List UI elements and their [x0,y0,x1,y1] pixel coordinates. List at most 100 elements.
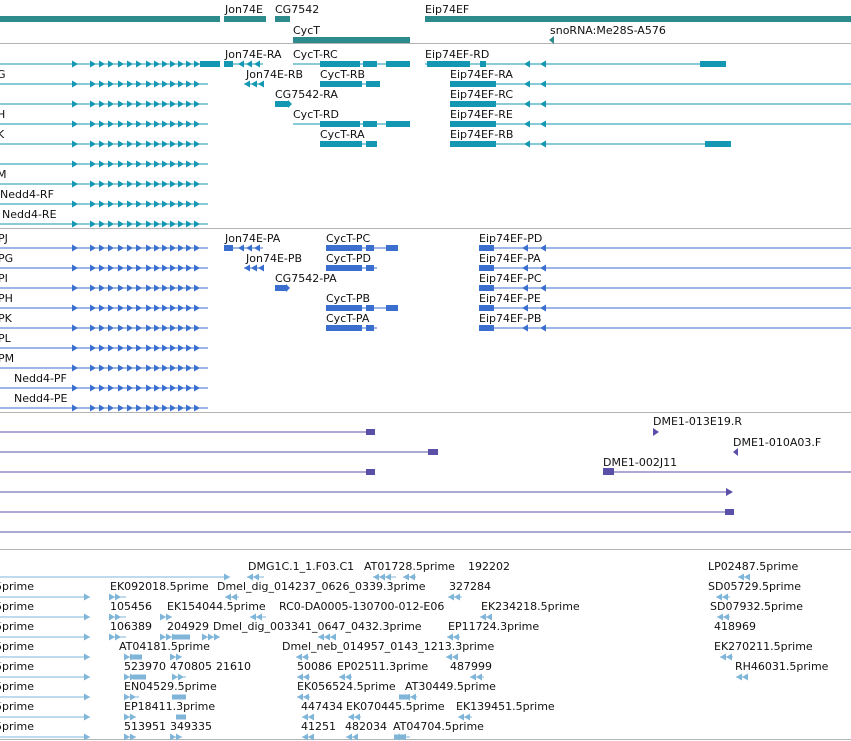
label-ek092018[interactable]: EK092018.5prime [110,580,209,593]
label-487999[interactable]: 487999 [450,660,492,673]
label-349335[interactable]: 349335 [170,720,212,733]
label-nedd4-re[interactable]: Nedd4-RE [2,208,57,221]
label-frag-pm[interactable]: PM [0,352,14,365]
label-frag-pg[interactable]: PG [0,252,13,265]
gene-cg7542[interactable] [275,16,290,22]
label-eip74ef[interactable]: Eip74EF [425,3,469,16]
label-jon74e-rb[interactable]: Jon74E-RB [245,68,303,81]
label-at04704[interactable]: AT04704.5prime [393,720,484,733]
label-rc0-da0005[interactable]: RC0-DA0005-130700-012-E06 [279,600,444,613]
label-5prime[interactable]: 5prime [0,620,34,633]
label-eip74ef-pb[interactable]: Eip74EF-PB [479,312,541,325]
label-105456[interactable]: 105456 [110,600,152,613]
label-snorna[interactable]: snoRNA:Me28S-A576 [550,24,666,37]
label-41251[interactable]: 41251 [301,720,336,733]
label-447434[interactable]: 447434 [301,700,343,713]
label-at01728[interactable]: AT01728.5prime [364,560,455,573]
label-cyct-rd[interactable]: CycT-RD [293,108,339,121]
label-cyct-rc[interactable]: CycT-RC [293,48,338,61]
label-418969[interactable]: 418969 [714,620,756,633]
label-dme1-013e19[interactable]: DME1-013E19.R [653,415,742,428]
label-327284[interactable]: 327284 [449,580,491,593]
label-jon74e-ra[interactable]: Jon74E-RA [224,48,282,61]
label-50086[interactable]: 50086 [297,660,332,673]
label-dmel-014237[interactable]: Dmel_dig_014237_0626_0339.3prime [217,580,426,593]
label-ek234218[interactable]: EK234218.5prime [481,600,580,613]
label-jon74e-pb[interactable]: Jon74E-PB [245,252,302,265]
label-5prime[interactable]: 5prime [0,720,34,733]
label-ep18411[interactable]: EP18411.3prime [124,700,215,713]
label-eip74ef-re[interactable]: Eip74EF-RE [450,108,513,121]
label-cyct-pd[interactable]: CycT-PD [326,252,371,265]
label-513951[interactable]: 513951 [124,720,166,733]
label-en04529[interactable]: EN04529.5prime [124,680,217,693]
label-cyct-ra[interactable]: CycT-RA [320,128,365,141]
label-192202[interactable]: 192202 [468,560,510,573]
label-lp02487[interactable]: LP02487.5prime [708,560,799,573]
label-nedd4-pe[interactable]: Nedd4-PE [14,392,68,405]
label-dmg1c[interactable]: DMG1C.1_1.F03.C1 [248,560,354,573]
label-frag-pl[interactable]: PL [0,332,12,345]
label-frag-pk[interactable]: PK [0,312,13,325]
label-5prime[interactable]: 5prime [0,600,34,613]
gene-cyct[interactable] [293,37,410,43]
label-dme1-010a03[interactable]: DME1-010A03.F [733,436,821,449]
label-5prime[interactable]: 5prime [0,580,34,593]
label-frag-k[interactable]: K [0,128,5,141]
label-ek154044[interactable]: EK154044.5prime [167,600,266,613]
label-ep11724[interactable]: EP11724.3prime [448,620,539,633]
label-106389[interactable]: 106389 [110,620,152,633]
label-ek139451[interactable]: EK139451.5prime [456,700,555,713]
label-cyct-rb[interactable]: CycT-RB [320,68,365,81]
label-cg7542-pa[interactable]: CG7542-PA [275,272,337,285]
label-sd05729[interactable]: SD05729.5prime [708,580,801,593]
label-ek070445[interactable]: EK070445.5prime [346,700,445,713]
gene-jon74e[interactable] [224,16,266,22]
label-at30449[interactable]: AT30449.5prime [405,680,496,693]
label-dmel-neb[interactable]: Dmel_neb_014957_0143_1213.3prime [282,640,494,653]
label-cyct-pb[interactable]: CycT-PB [326,292,370,305]
label-frag-m[interactable]: M [0,168,7,181]
label-cyct[interactable]: CycT [293,24,320,37]
label-dme1-002j11[interactable]: DME1-002J11 [603,456,677,469]
label-frag-ph[interactable]: PH [0,292,13,305]
label-5prime[interactable]: 5prime [0,640,34,653]
label-sd07932[interactable]: SD07932.5prime [710,600,803,613]
label-5prime[interactable]: 5prime [0,700,34,713]
label-eip74ef-pa[interactable]: Eip74EF-PA [479,252,541,265]
label-frag-pj[interactable]: PJ [0,232,8,245]
label-523970[interactable]: 523970 [124,660,166,673]
label-jon74e[interactable]: Jon74E [224,3,263,16]
label-470805[interactable]: 470805 [170,660,212,673]
label-cg7542[interactable]: CG7542 [275,3,319,16]
label-eip74ef-pe[interactable]: Eip74EF-PE [479,292,541,305]
label-rh46031[interactable]: RH46031.5prime [735,660,829,673]
label-ek270211[interactable]: EK270211.5prime [714,640,813,653]
label-5prime[interactable]: 5prime [0,660,34,673]
label-cyct-pa[interactable]: CycT-PA [326,312,370,325]
label-204929[interactable]: 204929 [167,620,209,633]
label-nedd4-pf[interactable]: Nedd4-PF [14,372,67,385]
label-eip74ef-pd[interactable]: Eip74EF-PD [479,232,542,245]
label-frag-pi[interactable]: PI [0,272,8,285]
label-21610[interactable]: 21610 [216,660,251,673]
label-eip74ef-rc[interactable]: Eip74EF-RC [450,88,513,101]
label-ep02511[interactable]: EP02511.3prime [337,660,428,673]
label-frag-g[interactable]: G [0,68,6,81]
label-eip74ef-rd[interactable]: Eip74EF-RD [425,48,489,61]
label-cg7542-ra[interactable]: CG7542-RA [275,88,338,101]
gene-snorna[interactable] [549,36,554,44]
label-frag-h[interactable]: H [0,108,5,121]
label-ek056524[interactable]: EK056524.5prime [297,680,396,693]
label-nedd4-rf[interactable]: Nedd4-RF [0,188,54,201]
label-eip74ef-pc[interactable]: Eip74EF-PC [479,272,542,285]
label-eip74ef-ra[interactable]: Eip74EF-RA [450,68,513,81]
gene-bar[interactable] [0,16,220,22]
label-dmel-003341[interactable]: Dmel_dig_003341_0647_0432.3prime [213,620,422,633]
label-eip74ef-rb[interactable]: Eip74EF-RB [450,128,513,141]
label-5prime[interactable]: 5prime [0,680,34,693]
label-482034[interactable]: 482034 [345,720,387,733]
gene-eip74ef[interactable] [425,16,851,22]
label-cyct-pc[interactable]: CycT-PC [326,232,371,245]
label-jon74e-pa[interactable]: Jon74E-PA [224,232,281,245]
